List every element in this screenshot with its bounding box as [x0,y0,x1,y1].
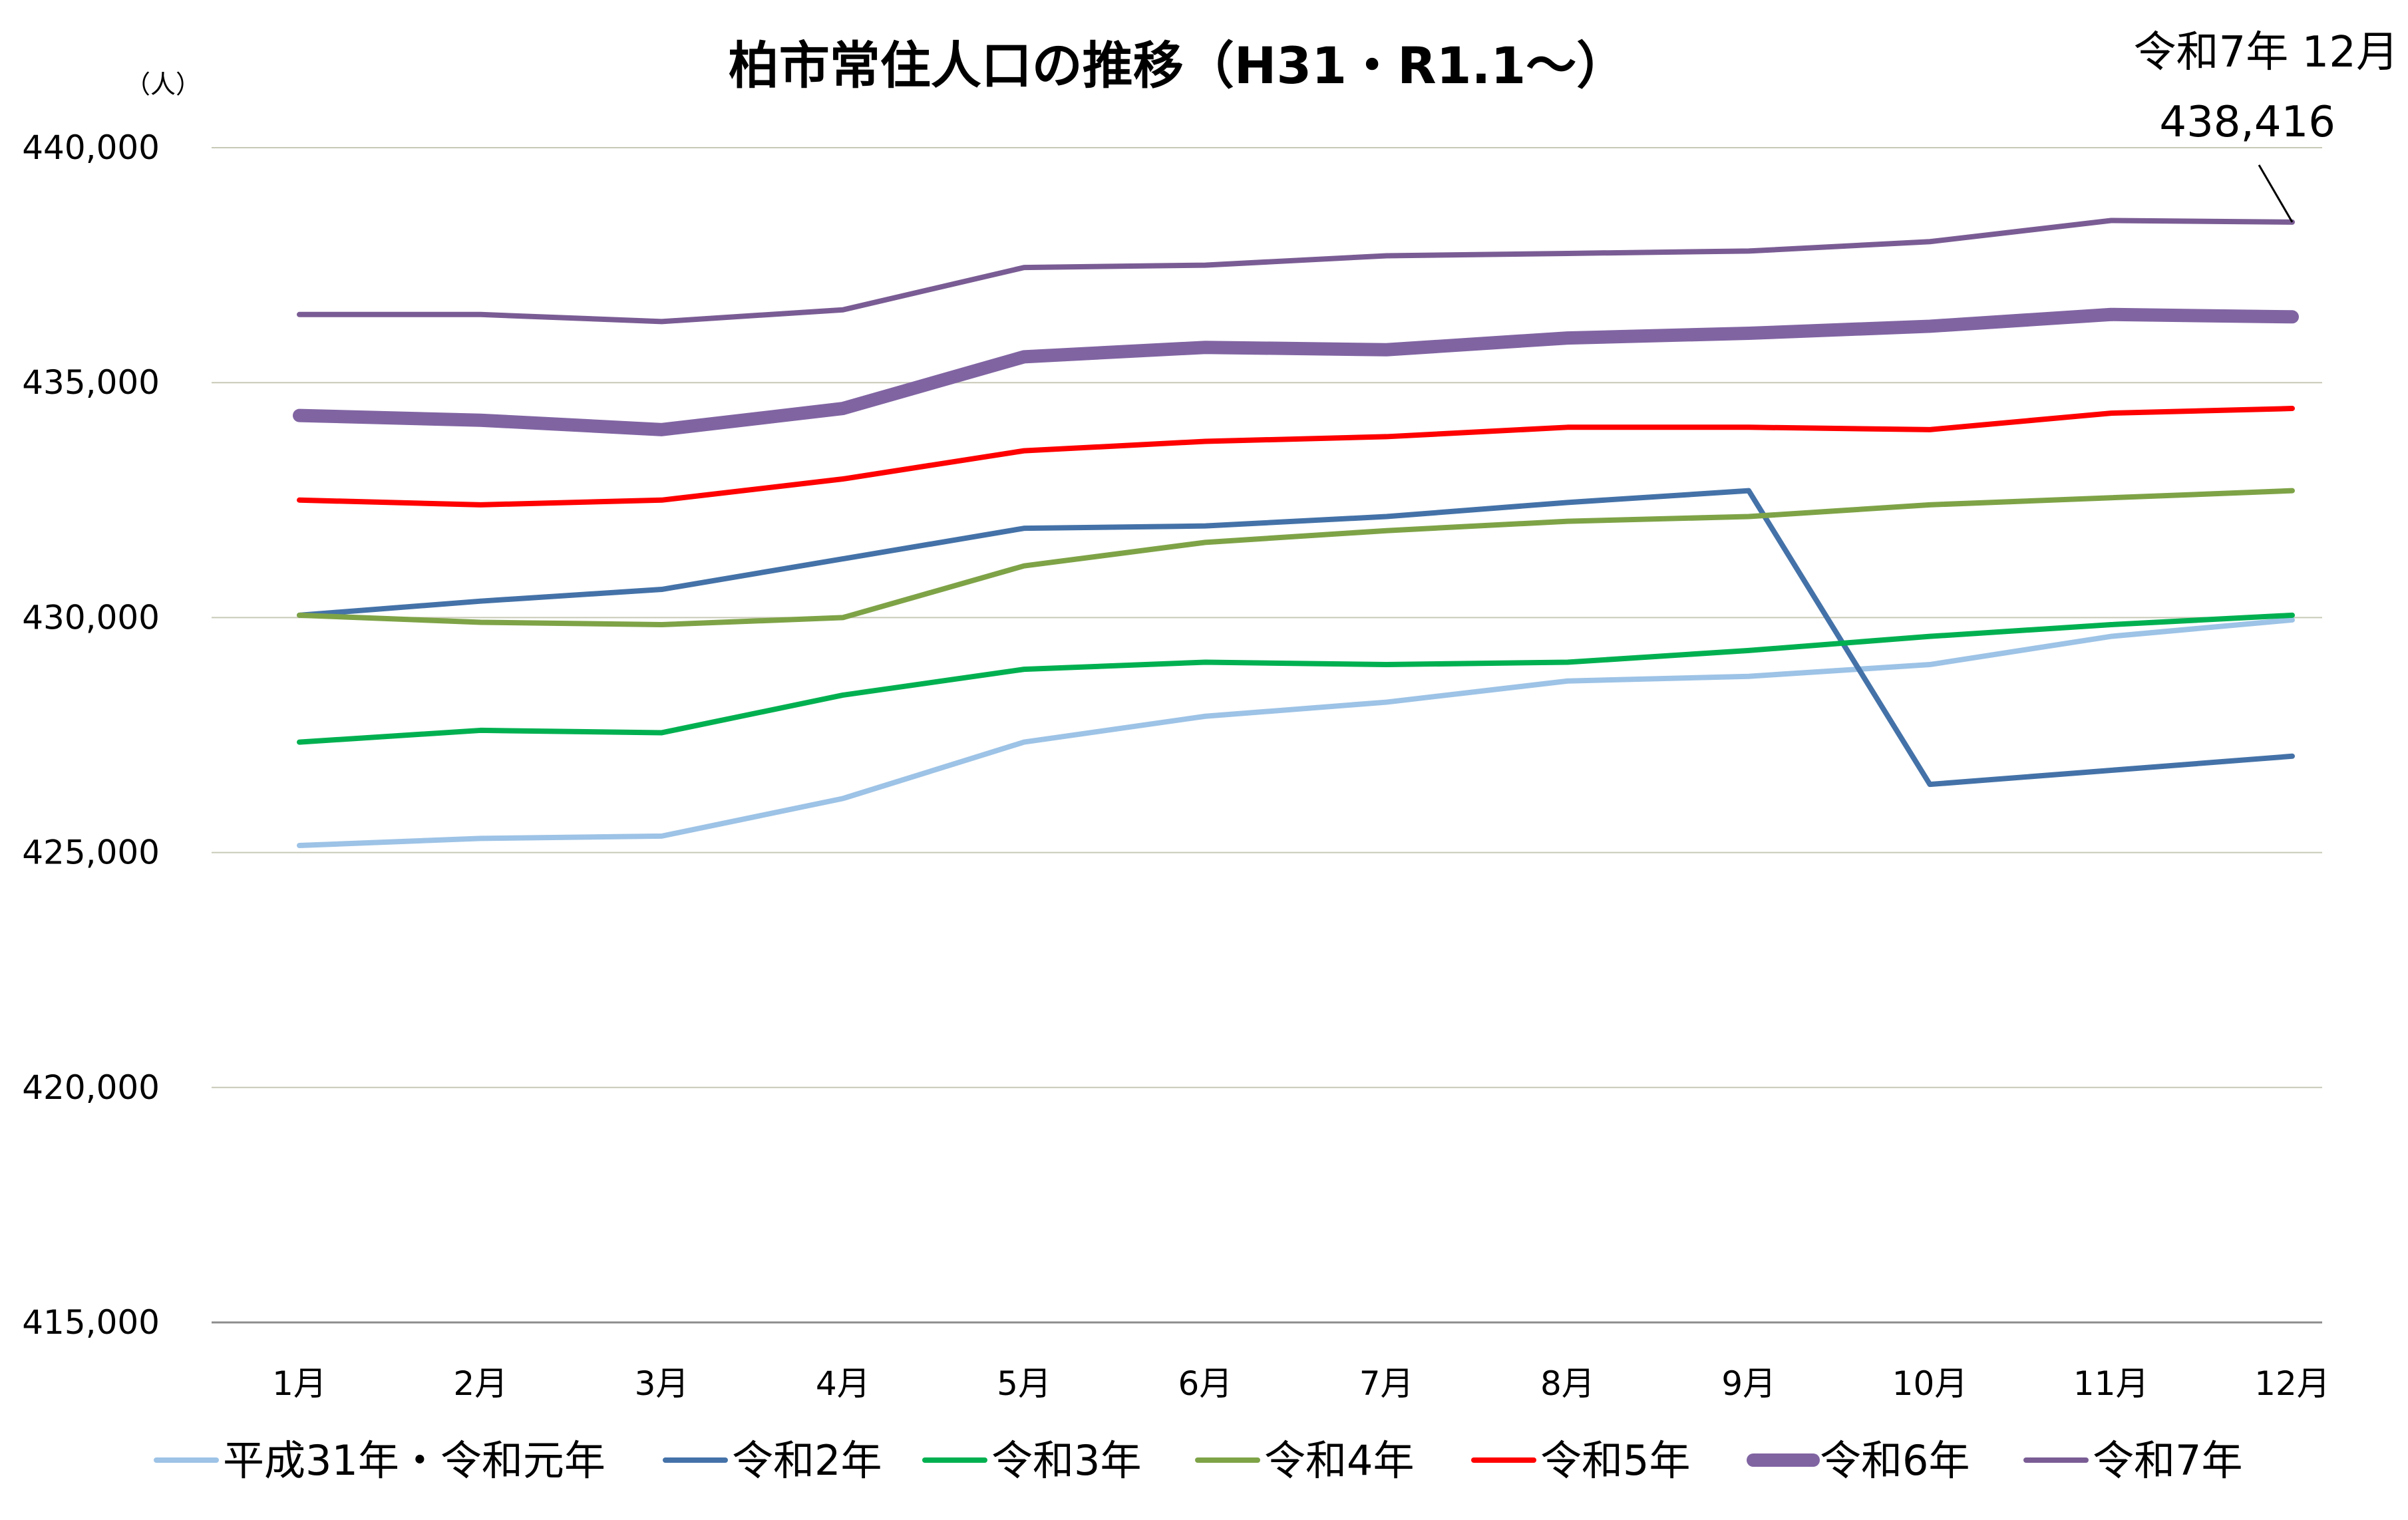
x-tick-label: 1月 [272,1364,327,1403]
x-tick-label: 5月 [997,1364,1051,1403]
series-line-0 [297,617,2295,849]
series-line-2 [297,612,2295,745]
x-tick-label: 12月 [2254,1364,2330,1403]
chart-title: 柏市常住人口の推移（H31・R1.1～） [729,36,1628,95]
y-tick-label: 425,000 [22,834,160,872]
y-tick-label: 415,000 [22,1303,160,1342]
x-tick-label: 10月 [1892,1364,1968,1403]
annotation-series-month: 令和7年 12月 [2134,28,2399,77]
y-axis-unit-label: （人） [125,70,201,99]
chart-text: 柏市常住人口の推移（H31・R1.1～） （人） [125,36,1627,99]
series-line-6 [297,218,2295,325]
legend-label: 平成31年・令和元年 [223,1436,605,1485]
x-tick-label: 3月 [635,1364,689,1403]
series-line-5 [293,307,2299,436]
legend-label: 令和3年 [991,1436,1141,1485]
legend-label: 令和4年 [1264,1436,1414,1485]
legend-label: 令和2年 [732,1436,882,1485]
axes: 415,000 420,000 425,000 430,000 435,000 440,0… [22,128,2330,1403]
series-line-4 [297,406,2295,508]
legend: 平成31年・令和元年 令和2年 令和3年 令和4年 令和5年 令和6年 令和7年 [154,1436,2242,1485]
series-line-3 [297,488,2295,627]
x-tick-label: 6月 [1178,1364,1232,1403]
x-tick-label: 7月 [1359,1364,1414,1403]
legend-label: 令和5年 [1540,1436,1690,1485]
gridlines [212,147,2322,1088]
annotation-value: 438,416 [2159,98,2335,147]
y-tick-label: 435,000 [22,363,160,402]
value-annotation: 令和7年 12月 438,416 [2134,28,2399,223]
series-line-1 [297,488,2295,788]
x-tick-label: 4月 [816,1364,870,1403]
legend-label: 令和6年 [1820,1436,1970,1485]
y-tick-label: 430,000 [22,598,160,637]
x-tick-label: 11月 [2073,1364,2149,1403]
legend-label: 令和7年 [2093,1436,2242,1485]
x-tick-label: 9月 [1721,1364,1776,1403]
y-tick-label: 440,000 [22,128,160,167]
annotation-leader-line [2258,164,2294,223]
y-tick-label: 420,000 [22,1068,160,1107]
x-tick-label: 2月 [453,1364,508,1403]
series-lines [293,218,2299,849]
x-tick-label: 8月 [1540,1364,1595,1403]
